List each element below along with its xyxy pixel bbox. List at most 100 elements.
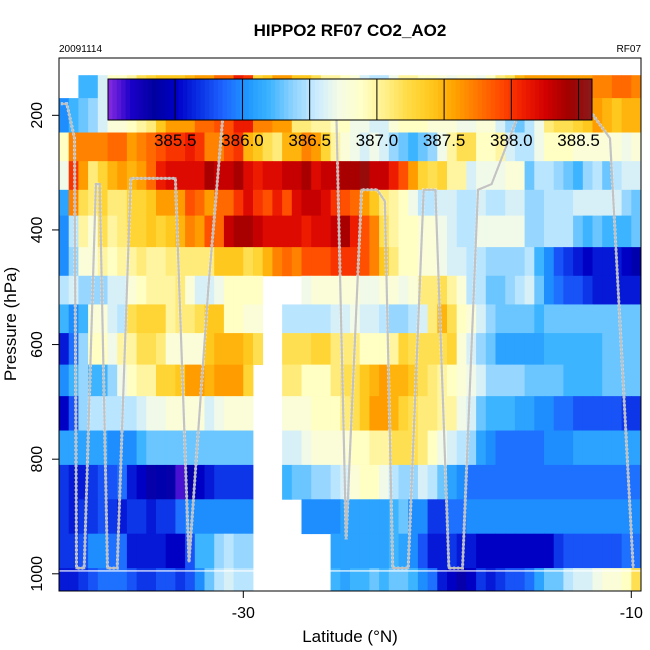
- heatmap-cell: [592, 75, 603, 99]
- heatmap-cell: [156, 247, 167, 277]
- heatmap-cell: [350, 430, 361, 466]
- heatmap-cell: [582, 396, 593, 431]
- heatmap-cell: [97, 132, 108, 162]
- heatmap-cell: [146, 247, 157, 277]
- heatmap-cell: [602, 364, 613, 397]
- colorbar-swatch: [174, 79, 179, 120]
- x-axis-ticks: -30 -10: [232, 591, 643, 622]
- heatmap-cell: [388, 464, 399, 500]
- heatmap-cell: [78, 98, 89, 133]
- heatmap-cell: [408, 247, 419, 277]
- heatmap-cell: [476, 161, 487, 191]
- heatmap-cell: [534, 247, 545, 277]
- heatmap-cell: [427, 364, 438, 397]
- heatmap-cell: [621, 98, 632, 133]
- heatmap-cell: [68, 98, 79, 133]
- heatmap-cell: [78, 215, 89, 248]
- heatmap-cell: [573, 333, 584, 366]
- heatmap-cell: [379, 132, 390, 162]
- heatmap-cell: [417, 499, 428, 535]
- heatmap-cell: [495, 304, 506, 334]
- colorbar-swatch: [213, 79, 219, 120]
- heatmap-cell: [602, 430, 613, 466]
- heatmap-cell: [602, 533, 613, 569]
- heatmap-cell: [621, 247, 632, 277]
- heatmap-cell: [592, 464, 603, 500]
- heatmap-cell: [592, 275, 603, 305]
- heatmap-cell: [107, 275, 118, 305]
- heatmap-cell: [243, 364, 254, 397]
- heatmap-cell: [388, 247, 399, 277]
- heatmap-cell: [495, 568, 506, 592]
- heatmap-cell: [534, 275, 545, 305]
- heatmap-cell: [117, 215, 128, 248]
- heatmap-cell: [156, 396, 167, 431]
- heatmap-cell: [447, 364, 458, 397]
- heatmap-cell: [592, 364, 603, 397]
- heatmap-cell: [146, 161, 157, 191]
- heatmap-cell: [379, 364, 390, 397]
- heatmap-cell: [447, 132, 458, 162]
- heatmap-cell: [359, 161, 370, 191]
- heatmap-cell: [253, 333, 264, 366]
- heatmap-cell: [417, 430, 428, 466]
- colorbar-swatch: [512, 79, 518, 120]
- heatmap-cell: [243, 396, 254, 431]
- heatmap-cell: [379, 247, 390, 277]
- heatmap-cell: [291, 161, 302, 191]
- heatmap-cell: [388, 333, 399, 366]
- heatmap-cell: [456, 247, 467, 277]
- heatmap-cell: [156, 161, 167, 191]
- heatmap-cell: [59, 396, 70, 431]
- heatmap-cell: [495, 247, 506, 277]
- y-tick-label: 200: [29, 102, 46, 129]
- heatmap-cell: [253, 189, 264, 217]
- heatmap-cell: [350, 396, 361, 431]
- heatmap-cell: [631, 275, 642, 305]
- heatmap-cell: [185, 215, 196, 248]
- heatmap-cell: [437, 247, 448, 277]
- heatmap-cell: [243, 247, 254, 277]
- heatmap-cell: [88, 189, 99, 217]
- heatmap-cell: [165, 304, 176, 334]
- colorbar-swatch: [108, 79, 113, 120]
- heatmap-cell: [311, 304, 322, 334]
- heatmap-cell: [156, 215, 167, 248]
- colorbar-tick-label: 386.5: [288, 131, 331, 150]
- heatmap-cell: [126, 304, 137, 334]
- heatmap-cell: [582, 161, 593, 191]
- heatmap-cell: [476, 568, 487, 592]
- heatmap-cell: [330, 215, 341, 248]
- colorbar-swatch: [297, 79, 303, 120]
- heatmap-cell: [165, 568, 176, 592]
- heatmap-cell: [602, 247, 613, 277]
- heatmap-cell: [534, 161, 545, 191]
- heatmap-cell: [408, 499, 419, 535]
- heatmap-cell: [514, 275, 525, 305]
- heatmap-cell: [456, 333, 467, 366]
- heatmap-cell: [233, 333, 244, 366]
- colorbar-swatch: [367, 79, 373, 120]
- heatmap-cell: [388, 396, 399, 431]
- heatmap-cell: [621, 161, 632, 191]
- heatmap-cell: [301, 132, 312, 162]
- heatmap-cell: [175, 215, 186, 248]
- y-axis-label: Pressure (hPa): [1, 267, 20, 381]
- heatmap-cell: [107, 304, 118, 334]
- heatmap-cell: [301, 430, 312, 466]
- heatmap-cell: [398, 215, 409, 248]
- colorbar-swatch: [477, 79, 483, 120]
- colorbar-swatch: [332, 79, 338, 120]
- heatmap-cell: [350, 464, 361, 500]
- colorbar-swatch: [438, 79, 443, 120]
- heatmap-cell: [88, 132, 99, 162]
- heatmap-cell: [156, 333, 167, 366]
- heatmap-cell: [592, 304, 603, 334]
- heatmap-cell: [117, 132, 128, 162]
- heatmap-cell: [611, 364, 622, 397]
- colorbar-swatch: [222, 79, 228, 120]
- heatmap-cell: [563, 189, 574, 217]
- heatmap-cell: [582, 430, 593, 466]
- heatmap-cell: [156, 499, 167, 535]
- heatmap-cell: [233, 275, 244, 305]
